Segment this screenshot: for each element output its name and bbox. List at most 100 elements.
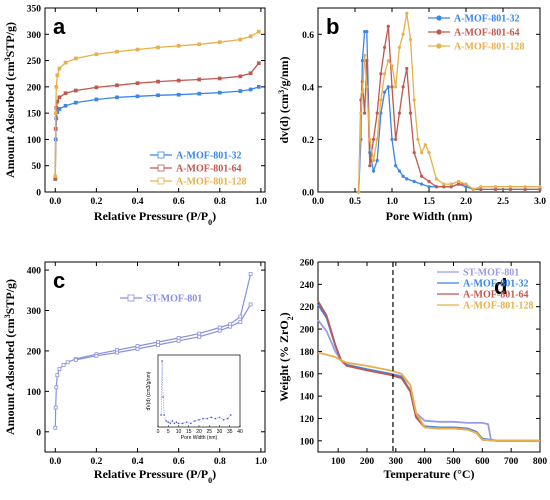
panel-d-x-tick-label: 600 xyxy=(475,457,490,467)
inset-x-tick-label: 35 xyxy=(227,429,233,435)
inset-x-tick-label: 30 xyxy=(217,429,223,435)
panel-a-data-point xyxy=(53,111,58,115)
panel-b-data-point xyxy=(416,137,420,142)
panel-b-x-axis-label: Pore Width (nm) xyxy=(386,209,473,223)
panel-a-legend-label: A-MOF-801-32 xyxy=(176,151,242,162)
panel-b-x-tick-label: 3.0 xyxy=(534,197,546,207)
panel-a-data-point xyxy=(63,103,68,108)
panel-d-y-tick-label: 200 xyxy=(300,326,315,336)
panel-c-data-point xyxy=(54,385,59,390)
panel-a-data-point xyxy=(57,95,62,100)
panel-b-data-point xyxy=(427,185,431,189)
panel-a-data-point xyxy=(238,89,243,93)
panel-a-data-point xyxy=(94,97,99,102)
panel-b-data-point xyxy=(457,182,461,186)
panel-c-data-point xyxy=(61,363,66,367)
panel-c-data-point xyxy=(57,367,62,372)
panel-a-data-point xyxy=(115,95,119,100)
panel-d-x-tick-label: 300 xyxy=(389,457,404,467)
panel-a-x-tick-label: 0.8 xyxy=(214,197,226,207)
panel-b-legend-label: A-MOF-801-64 xyxy=(454,28,520,39)
panel-a-data-point xyxy=(156,93,160,98)
panel-b-data-point xyxy=(397,111,401,115)
panel-a-y-tick-label: 100 xyxy=(27,136,42,146)
panel-b-data-point xyxy=(357,190,361,194)
panel-b-x-tick-label: 1.5 xyxy=(423,197,435,207)
panel-d-legend-label: ST-MOF-801 xyxy=(463,268,519,279)
panel-b-legend-marker xyxy=(436,29,442,35)
panel-b-data-point xyxy=(365,85,369,89)
panel-c-letter: c xyxy=(53,268,65,293)
panel-b-data-point xyxy=(375,137,379,142)
panel-a-data-point xyxy=(54,85,59,89)
panel-c-legend-marker xyxy=(127,294,135,302)
panel-a-data-point xyxy=(135,81,140,86)
panel-d-legend-label: A-MOF-801-64 xyxy=(463,290,529,301)
panel-b-data-point xyxy=(360,58,364,63)
panel-b-legend-label: A-MOF-801-32 xyxy=(454,14,520,25)
panel-a-data-point xyxy=(238,37,243,42)
panel-b-series-line-0 xyxy=(358,31,540,193)
panel-b-data-point xyxy=(405,66,409,71)
panel-c-data-point xyxy=(238,314,243,319)
panel-d-y-tick-label: 240 xyxy=(300,281,315,291)
panel-d-x-axis-label: Temperature (°C) xyxy=(383,467,474,481)
inset-data-point xyxy=(218,416,221,419)
panel-b-data-point xyxy=(390,137,394,142)
panel-a-x-tick-label: 0.0 xyxy=(49,197,61,207)
inset-data-point xyxy=(163,414,165,416)
inset-data-point xyxy=(190,422,192,425)
panel-a-plot-frame xyxy=(44,7,266,193)
panel-d-y-tick-label: 140 xyxy=(300,393,315,403)
panel-d-legend-label: A-MOF-801-32 xyxy=(463,279,529,290)
panel-b-data-point xyxy=(420,150,424,155)
panel-c-series-line-desorption xyxy=(75,304,252,361)
panel-b-data-point xyxy=(471,187,475,191)
inset-x-axis-label: Pore Width (nm) xyxy=(181,435,218,441)
panel-b-data-point xyxy=(365,58,369,63)
panel-c-data-point xyxy=(73,357,78,362)
panel-d-legend-label: A-MOF-801-128 xyxy=(463,301,534,312)
panel-a-data-point xyxy=(176,44,181,48)
panel-a-legend-marker xyxy=(157,177,165,185)
panel-b-x-tick-label: 2.0 xyxy=(460,197,472,207)
inset-data-point xyxy=(173,422,176,425)
panel-c-y-tick-label: 400 xyxy=(27,267,42,277)
panel-a-y-tick-label: 50 xyxy=(32,162,42,172)
panel-b-data-point xyxy=(538,185,542,189)
panel-b-data-point xyxy=(523,185,527,189)
panel-a-x-tick-label: 1.0 xyxy=(255,197,267,207)
panel-d-plot-frame xyxy=(317,261,541,453)
inset-data-point xyxy=(161,360,163,362)
panel-c-data-point xyxy=(156,342,160,347)
panel-a-data-point xyxy=(135,94,140,99)
panel-a-data-point xyxy=(248,71,253,76)
panel-a-data-point xyxy=(53,174,58,179)
panel-b-data-point xyxy=(464,185,468,189)
panel-b-data-point xyxy=(405,177,409,181)
panel-a-data-point xyxy=(248,34,253,39)
panel-a-data-point xyxy=(256,61,261,66)
panel-c-data-point xyxy=(217,328,222,333)
panel-b-data-point xyxy=(427,179,431,184)
panel-b-data-point xyxy=(449,185,453,189)
panel-b-data-point xyxy=(442,182,446,186)
inset-x-tick-label: 40 xyxy=(237,429,243,435)
panel-b-legend-marker xyxy=(436,15,442,21)
panel-a-data-point xyxy=(156,45,160,50)
panel-a-letter: a xyxy=(53,14,66,39)
panel-c-x-tick-label: 1.0 xyxy=(255,457,267,467)
panel-b-data-point xyxy=(538,187,542,191)
panel-a-y-tick-label: 200 xyxy=(27,83,42,93)
panel-b-data-point xyxy=(394,85,398,89)
panel-a-x-axis-label: Relative Pressure (P/P0) xyxy=(94,209,216,227)
panel-d-y-tick-label: 100 xyxy=(300,437,315,447)
panel-d-series-line-0 xyxy=(317,319,540,442)
inset-data-point xyxy=(230,414,232,416)
panel-b-data-point xyxy=(360,90,364,94)
panel-b-data-point xyxy=(449,182,453,186)
panel-a-y-tick-label: 250 xyxy=(27,57,42,67)
panel-b-letter: b xyxy=(326,14,339,39)
panel-b-data-point xyxy=(412,150,416,155)
panel-b-data-point xyxy=(394,137,398,142)
